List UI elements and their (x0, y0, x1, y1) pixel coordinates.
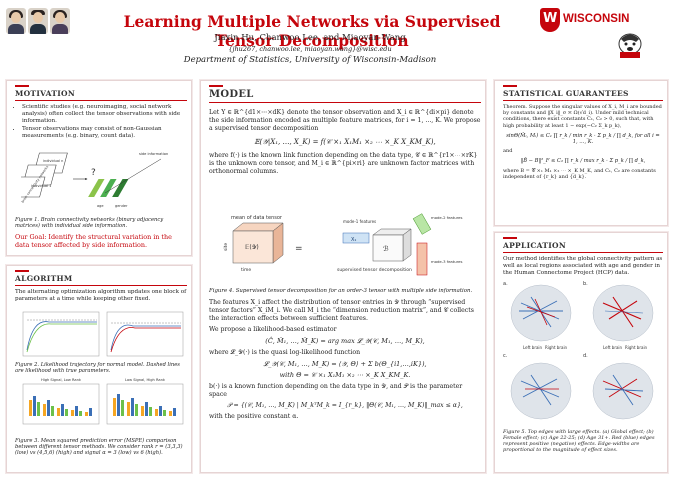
core-tensor (372, 228, 412, 262)
model-paragraph: The features X_i affect the distribution… (209, 299, 474, 322)
model-paragraph: where 𝓛_𝒴(·) is the quasi log-likelihood… (209, 349, 361, 356)
site-label: site (223, 243, 229, 251)
equals-sign: = (295, 244, 303, 254)
author-photo (28, 8, 48, 34)
theorem-text: Theorem. Suppose the singular values of … (503, 104, 662, 129)
section-heading: MODEL (209, 89, 481, 103)
data-tensor-cube (232, 222, 284, 264)
x1-factor (342, 232, 370, 244)
model-paragraph: b(·) is a known function depending on th… (209, 383, 463, 398)
model-paragraph: with the positive constant α. (209, 413, 299, 420)
author-photo (6, 8, 26, 34)
section-heading: MOTIVATION (15, 89, 187, 101)
brain-side-label: Right brain (545, 345, 568, 350)
application-text: Our method identifies the global connect… (503, 256, 663, 276)
panel-letter: a. (503, 281, 508, 287)
figure-2-caption: Figure 2. Likelihood trajectory for norm… (15, 362, 180, 375)
gender-label: gender (115, 204, 128, 208)
logo-text: WISCONSIN (563, 13, 630, 25)
crest-icon: W (540, 8, 560, 32)
guarantees-panel: STATISTICAL GUARANTEES Theorem. Suppose … (494, 80, 668, 226)
mean-label: mean of data tensor (231, 215, 283, 221)
motivation-bullets: Scientific studies (e.g. neuroimaging, s… (15, 104, 187, 140)
section-heading: STATISTICAL GUARANTEES (503, 89, 663, 101)
likelihood-equation: 𝓛_𝒴(𝒞, M₁, …, M_K) = ⟨𝒴, Θ⟩ + Σ b(Θ_{i1,… (263, 360, 427, 368)
figure-3-caption: Figure 3. Mean squared prediction error … (15, 438, 183, 457)
side-info-label: side information (139, 152, 168, 156)
mode1-label: mode-1 features (343, 219, 376, 224)
brain-d (592, 362, 654, 420)
authors: Jiaxin Hu, Chanwoo Lee, and Miaoyan Wang (214, 33, 406, 43)
department: Department of Statistics, University of … (183, 55, 437, 65)
individual-matrices (21, 152, 68, 198)
our-goal: Our Goal: Identify the structural variat… (15, 233, 172, 249)
model-paragraph: Let Y ∈ ℝ^{d1×⋯×dK} denote the tensor ob… (209, 109, 481, 132)
brain-b (592, 284, 654, 342)
algorithm-panel: ALGORITHM The alternating optimization a… (6, 265, 192, 473)
brain-c (510, 362, 572, 420)
list-item: Scientific studies (e.g. neuroimaging, s… (22, 104, 187, 125)
panel-letter: b. (583, 281, 588, 287)
plot-title: High Signal, Low Rank (41, 378, 82, 382)
model-panel: MODEL Let Y ∈ ℝ^{d1×⋯×dK} denote the ten… (200, 80, 486, 473)
brain-side-label: Left brain (523, 345, 543, 350)
individual-n-label: individual n (43, 159, 63, 163)
question-mark: ? (91, 168, 96, 178)
poster-title: Learning Multiple Networks via Supervise… (123, 12, 501, 50)
section-heading: APPLICATION (503, 241, 663, 253)
model-equation: 𝔼(𝒴|X₁, …, X_K) = f(𝒞 ×₁ X₁M₁ ×₂ ⋯ ×_K X… (254, 138, 436, 146)
application-panel: APPLICATION Our method identifies the gl… (494, 232, 668, 473)
figure-1-caption: Figure 1. Brain connectivity networks (b… (15, 217, 164, 230)
brain-side-label: Right brain (625, 345, 648, 350)
figure-4-caption: Figure 4. Supervised tensor decompositio… (209, 288, 473, 294)
brain-a (510, 284, 572, 342)
supervised-label: supervised tensor decomposition (337, 267, 412, 273)
mspe-comparison-plots: High Signal, Low Rank Low Signal, High R… (22, 378, 184, 425)
mode3-factor (416, 242, 428, 276)
likelihood-trajectory-plots (22, 311, 184, 357)
emails: {jhu267, chanwoo.lee, miaoyan.wang}@wisc… (228, 45, 392, 53)
panel-letter: c. (503, 353, 508, 359)
age-label: age (97, 204, 104, 208)
individual-1-label: individual 1 (31, 184, 51, 188)
x1-label: X₁ (351, 237, 356, 243)
university-logo: W WISCONSIN (540, 8, 670, 60)
list-item: Tensor observations may consist of non-G… (22, 126, 187, 140)
estimator-equation: (Ĉ, M̂₁, …, M̂_K) = arg max 𝓛_𝒴(𝒞, M₁, …… (265, 337, 425, 345)
time-label: time (241, 267, 251, 273)
brain-side-label: Left brain (603, 345, 623, 350)
poster-header: Learning Multiple Networks via Supervise… (0, 0, 674, 72)
model-paragraph: where f(·) is the known link function de… (209, 152, 478, 175)
expectation-label: 𝔼(𝒴) (245, 244, 259, 251)
figure-5-caption: Figure 5. Top edges with large effects. … (503, 429, 655, 453)
where-text: where B = 𝒞 ×₁ M₁ ×₂ ⋯ ×_K M_K, and C₁, … (503, 167, 656, 181)
panel-letter: d. (583, 353, 588, 359)
theorem-equation-a: sinΘ(M̂ᵢ, Mᵢ) ≤ C₁ ∏ r_k / min r_k · Σ p… (506, 132, 660, 145)
mode2-label: mode-2 features (431, 215, 462, 220)
brain-connectivity-figure: a. b. c. d. Left brain Right brain Left … (503, 281, 654, 420)
model-paragraph: We propose a likelihood-based estimator (209, 326, 337, 333)
mode3-label: mode-3 features (431, 259, 462, 264)
mode2-factor (412, 213, 432, 235)
plot-title: Low Signal, High Rank (125, 378, 166, 382)
tensor-decomposition-figure: mean of data tensor 𝔼(𝒴) time site = ℬ X… (223, 213, 462, 276)
parameter-space-equation: 𝒫 = {(𝒞, M₁, …, M_K) | M_kᵀM_k = I_{r_k}… (227, 402, 463, 409)
and-text: and (503, 147, 513, 154)
side-info-stack (88, 158, 162, 197)
author-photo (50, 8, 70, 34)
algorithm-text: The alternating optimization algorithm u… (15, 289, 187, 302)
section-heading: ALGORITHM (15, 274, 187, 286)
theorem-equation-b: ‖B̂ − B‖²_F ≤ C₂ ∏ r_k / max r_k · Σ p_k… (520, 157, 646, 164)
brain-network-figure: individual n individual 1 brain connecti… (21, 152, 168, 208)
b-label: ℬ (383, 245, 389, 253)
theta-equation: with Θ = 𝒞 ×₁ X₁M₁ ×₂ ⋯ ×_K X_KM_K. (279, 371, 411, 379)
badger-mascot-icon (618, 33, 642, 58)
motivation-panel: MOTIVATION Scientific studies (e.g. neur… (6, 80, 192, 256)
